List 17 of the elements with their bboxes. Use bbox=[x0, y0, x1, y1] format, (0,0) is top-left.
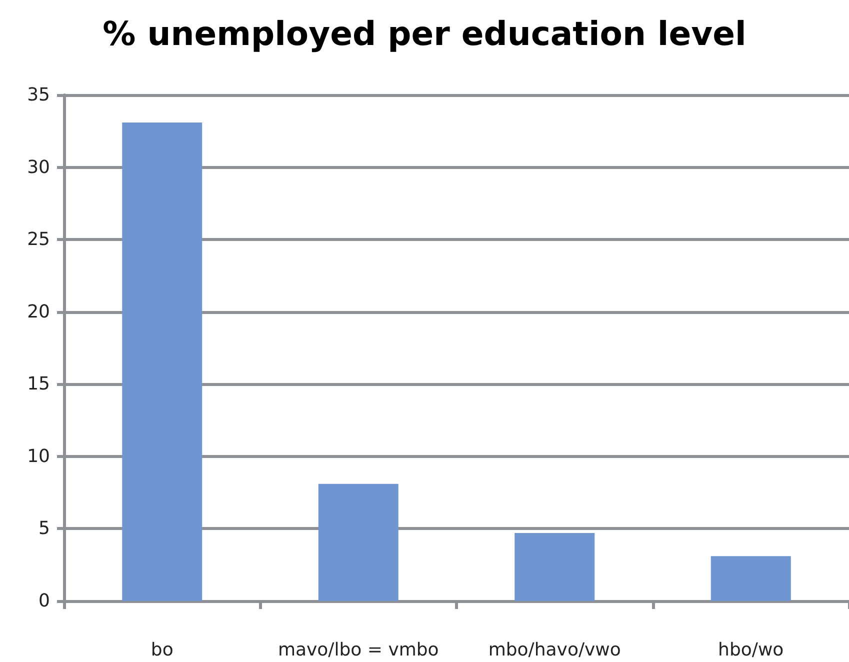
y-tick-label: 25 bbox=[27, 229, 50, 250]
y-tick-label: 5 bbox=[38, 518, 50, 540]
y-tick-label: 10 bbox=[27, 446, 50, 467]
chart-title: % unemployed per education level bbox=[102, 14, 746, 53]
y-tick-label: 15 bbox=[27, 374, 50, 395]
x-tick-label: mbo/havo/vwo bbox=[488, 640, 621, 660]
y-tick-label: 20 bbox=[27, 301, 50, 322]
x-tick-label: mavo/lbo = vmbo bbox=[278, 640, 439, 660]
y-tick-label: 35 bbox=[27, 84, 50, 106]
bar bbox=[710, 556, 791, 601]
bar bbox=[318, 484, 398, 601]
x-tick-label: bo bbox=[150, 640, 174, 660]
y-tick-label: 30 bbox=[27, 156, 50, 178]
y-tick-label: 0 bbox=[38, 590, 50, 612]
bar bbox=[122, 122, 202, 601]
x-tick-label: hbo/wo bbox=[718, 640, 784, 660]
bar bbox=[514, 533, 595, 601]
